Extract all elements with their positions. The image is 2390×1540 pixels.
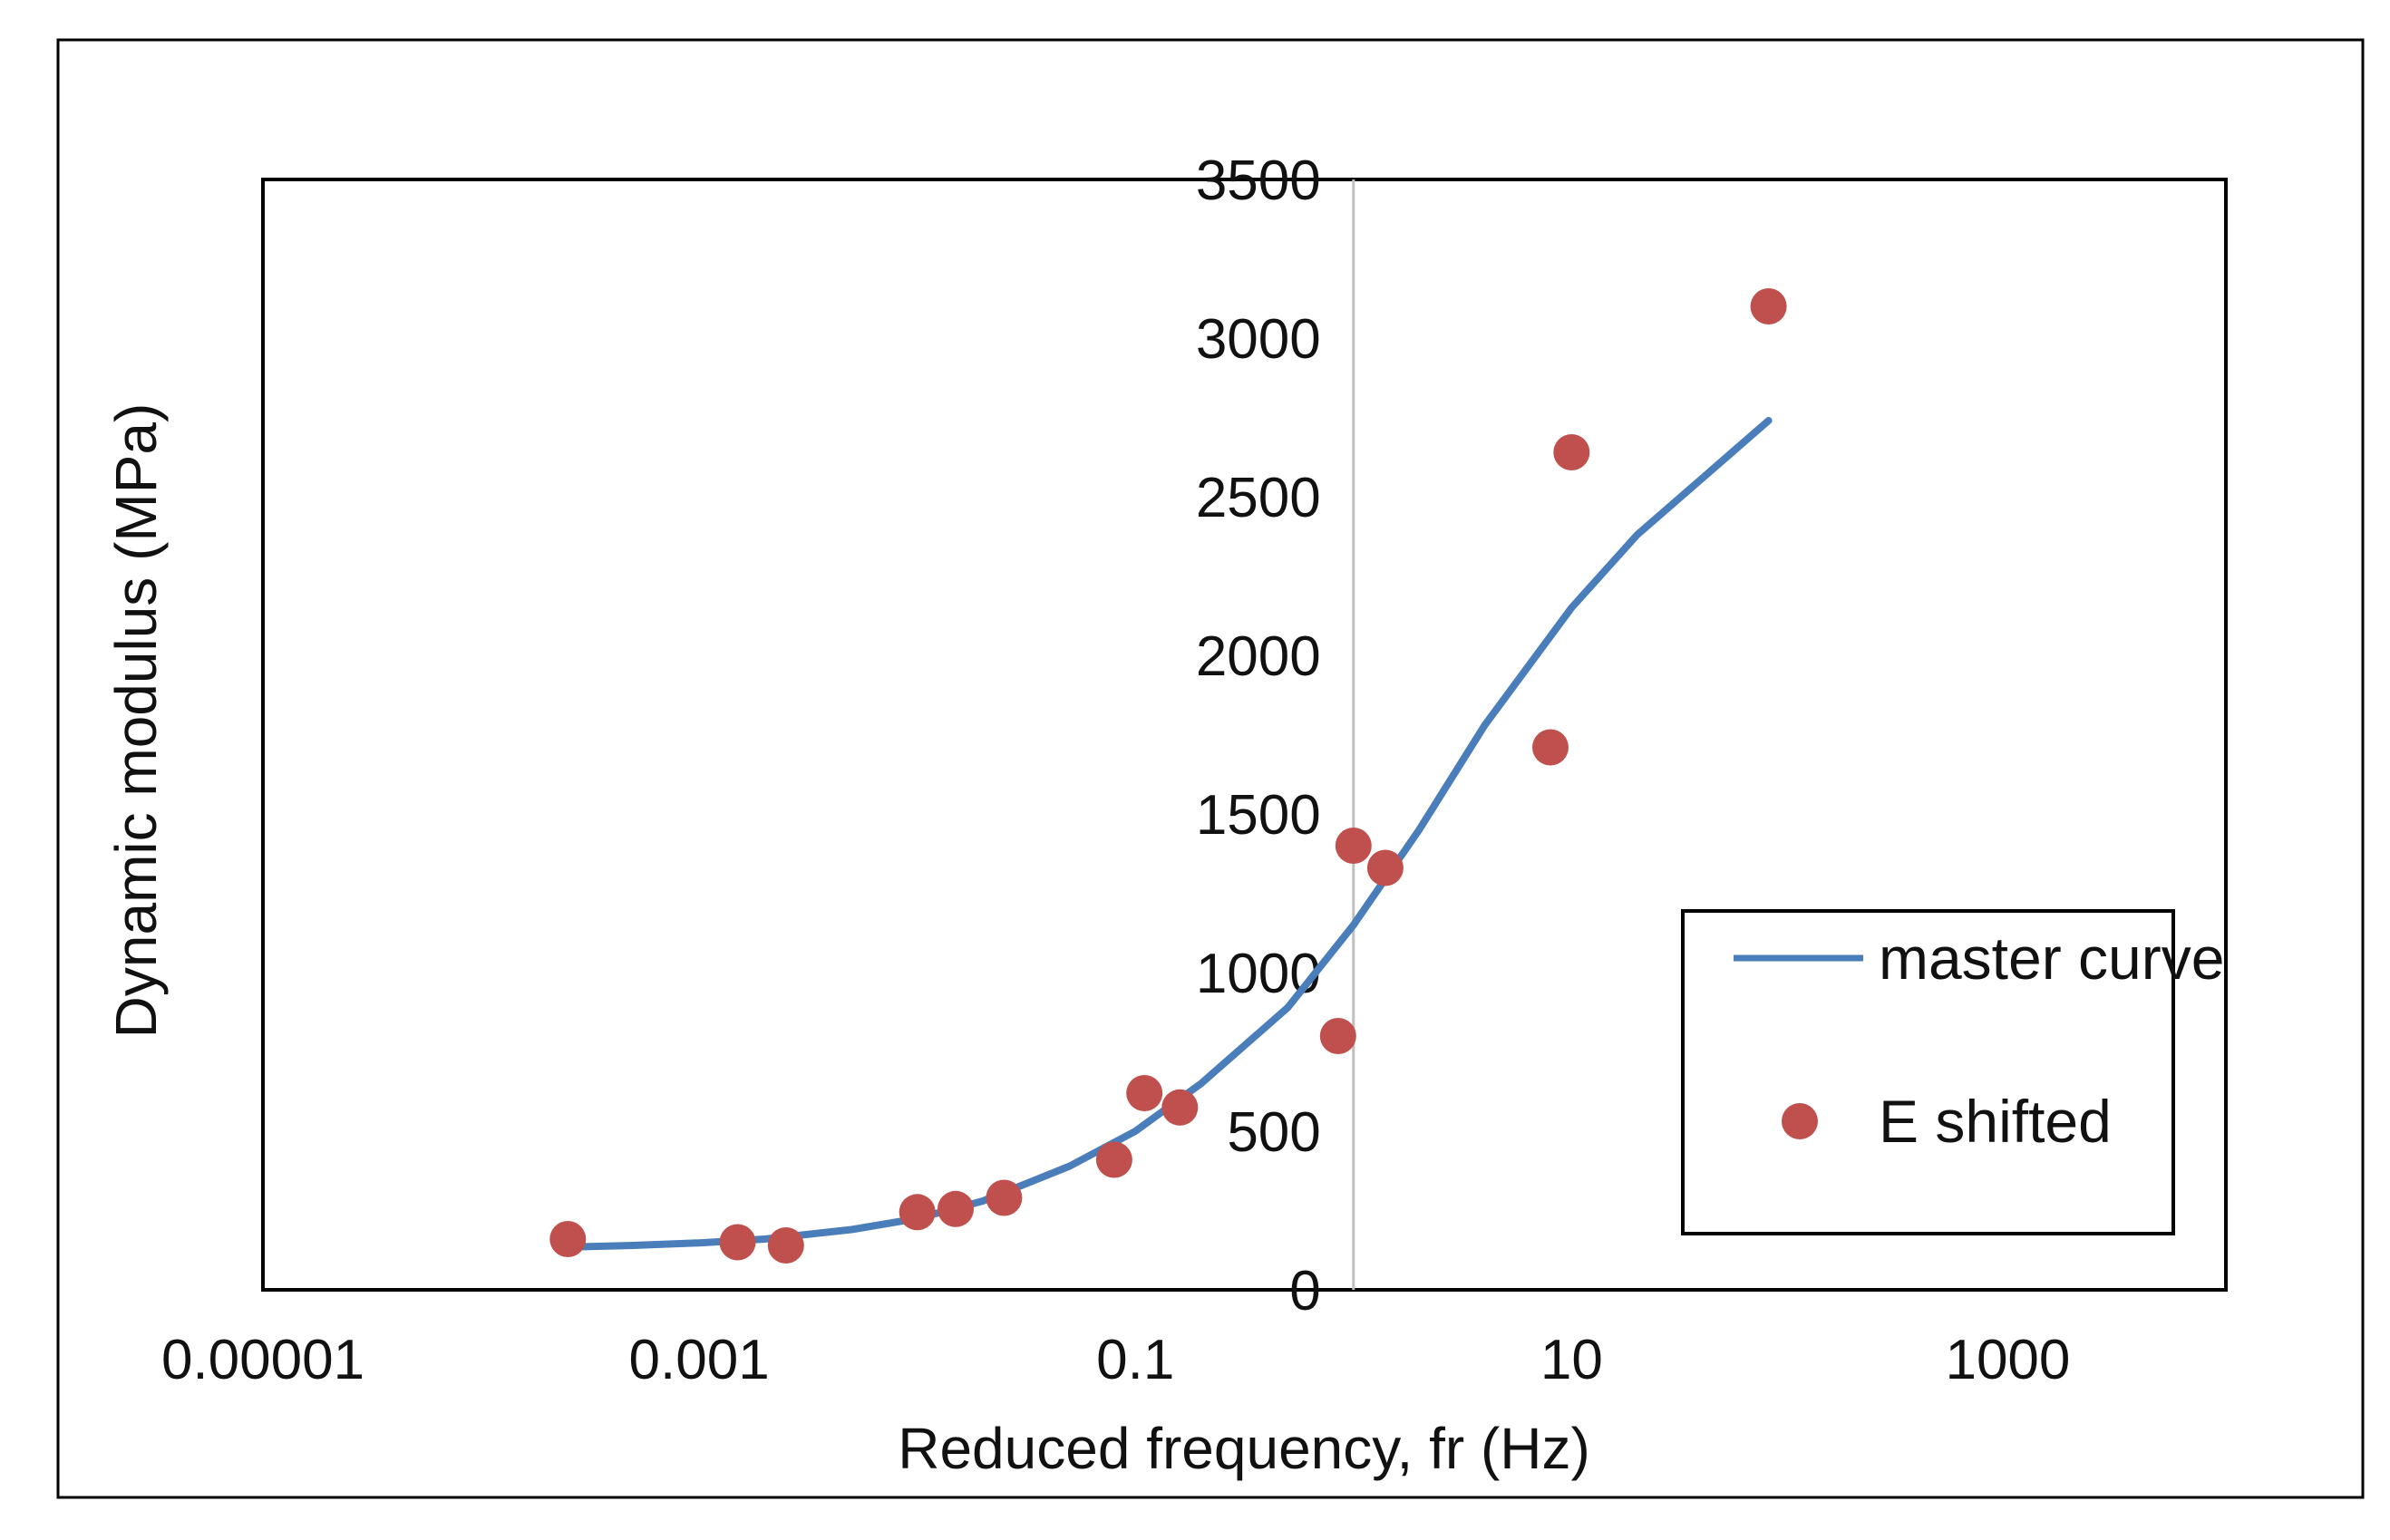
y-tick-label: 500 (1227, 1101, 1320, 1164)
x-tick-label: 10 (1540, 1329, 1603, 1391)
legend: master curve E shifted (1681, 909, 2224, 1235)
e-shifted-point (1161, 1089, 1199, 1126)
x-tick-label: 0.001 (629, 1329, 770, 1391)
y-tick-label: 3500 (1196, 150, 1321, 212)
e-shifted-point (1335, 828, 1372, 864)
legend-e-shifted-label: E shifted (1879, 1088, 2112, 1155)
e-shifted-point (719, 1224, 756, 1261)
y-tick-label: 3000 (1196, 308, 1321, 371)
y-axis-title: Dynamic modulus (MPa) (103, 403, 169, 1039)
e-shifted-point (1553, 434, 1590, 470)
e-shifted-point (986, 1179, 1023, 1216)
e-shifted-point (1319, 1018, 1356, 1054)
x-tick-label: 1000 (1945, 1329, 2070, 1391)
outer-frame (56, 38, 2365, 1499)
e-shifted-point (1095, 1141, 1132, 1178)
y-tick-label: 0 (1289, 1260, 1320, 1322)
series-layer (549, 288, 1787, 1264)
x-axis-title: Reduced frequency, fr (Hz) (898, 1416, 1590, 1481)
y-tick-label: 2500 (1196, 467, 1321, 529)
plot-area (261, 178, 2228, 1292)
legend-box (1681, 909, 2175, 1235)
e-shifted-point (549, 1221, 587, 1257)
e-shifted-point (899, 1194, 936, 1231)
e-shifted-point (767, 1227, 804, 1264)
y-tick-label: 2000 (1196, 625, 1321, 688)
e-shifted-point (1126, 1075, 1163, 1111)
y-tick-label: 1500 (1196, 784, 1321, 847)
legend-e-shifted-swatch (1782, 1103, 1818, 1139)
x-axis-tick-labels: 0.00001 0.001 0.1 10 1000 (161, 1329, 2070, 1391)
e-shifted-point (938, 1190, 974, 1227)
legend-master-curve-label: master curve (1879, 925, 2224, 992)
e-shifted-point (1750, 288, 1787, 324)
y-tick-label: 1000 (1196, 943, 1321, 1005)
e-shifted-point (1532, 729, 1569, 766)
e-shifted-point (1366, 849, 1404, 886)
x-tick-label: 0.00001 (161, 1329, 364, 1391)
x-tick-label: 0.1 (1096, 1329, 1174, 1391)
